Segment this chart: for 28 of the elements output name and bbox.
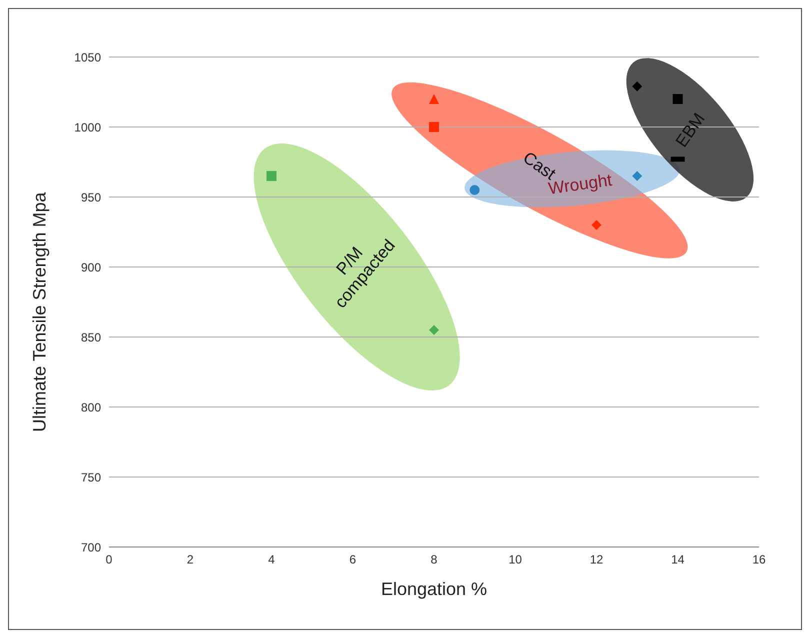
y-tick-label: 900 (80, 260, 102, 274)
y-tick-label: 750 (80, 470, 102, 484)
x-tick-label: 10 (508, 552, 522, 567)
x-tick-label: 8 (430, 552, 438, 567)
point (429, 94, 439, 104)
x-tick-label: 6 (349, 552, 356, 567)
y-tick-label: 800 (80, 400, 102, 414)
y-tick-label: 850 (80, 330, 102, 344)
point (632, 81, 642, 92)
point (470, 185, 480, 195)
point (672, 94, 683, 104)
y-tick-label: 950 (80, 190, 102, 204)
point (592, 220, 602, 230)
point (266, 171, 276, 181)
x-tick-label: 16 (752, 552, 766, 567)
x-tick-label: 4 (268, 552, 276, 567)
x-tick-label: 2 (186, 552, 194, 567)
point (429, 325, 439, 335)
x-tick-label: 12 (590, 552, 604, 567)
y-tick-label: 700 (80, 540, 102, 554)
x-tick-label: 14 (671, 552, 685, 567)
x-tick-label: 0 (106, 552, 113, 567)
x-axis-title: Elongation % (380, 579, 488, 599)
point (429, 122, 439, 132)
point (632, 171, 642, 181)
y-tick-label: 1050 (74, 50, 102, 64)
y-axis-title: Ultimate Tensile Strength Mpa (29, 191, 50, 432)
y-tick-label: 1000 (74, 120, 102, 134)
